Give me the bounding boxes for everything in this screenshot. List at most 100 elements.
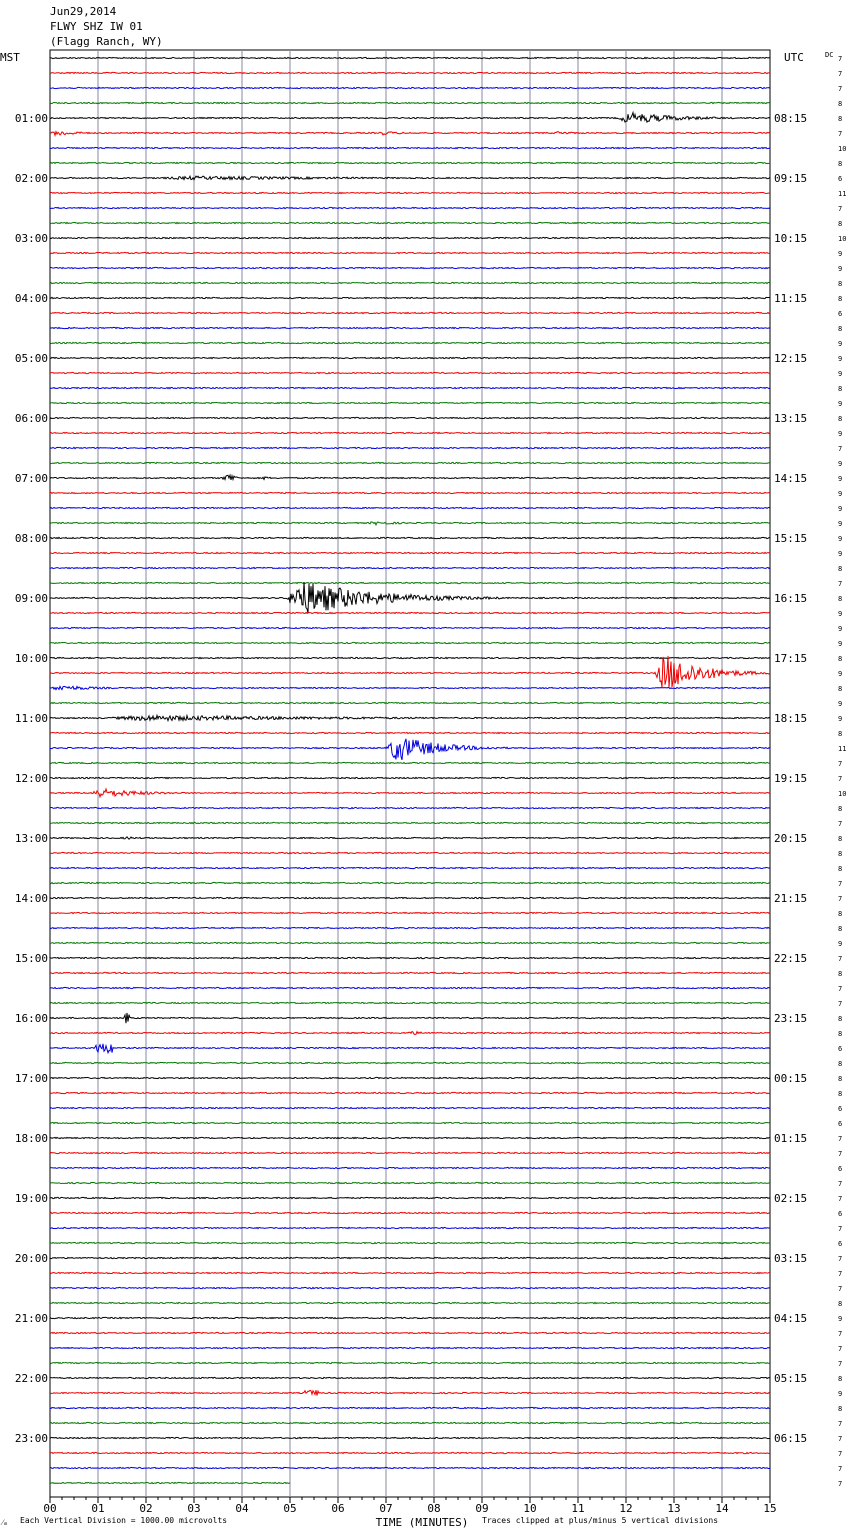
seismic-trace (49, 1106, 771, 1110)
seismic-trace (49, 161, 770, 165)
dc-offset-label: 9 (838, 430, 842, 438)
dc-offset-label: 9 (838, 355, 842, 363)
dc-offset-label: 8 (838, 805, 842, 813)
hour-label-mst: 14:00 (15, 892, 48, 905)
dc-offset-label: 7 (838, 1420, 842, 1428)
hour-label-utc: 18:15 (774, 712, 807, 725)
hour-label-utc: 06:15 (774, 1432, 807, 1445)
utc-label: UTC (784, 51, 804, 64)
hour-label-mst: 01:00 (15, 112, 48, 125)
dc-offset-label: 6 (838, 1120, 842, 1128)
chart-location: (Flagg Ranch, WY) (50, 35, 163, 48)
dc-offset-label: 7 (838, 1135, 842, 1143)
seismic-trace (49, 713, 771, 723)
dc-offset-label: 8 (838, 1060, 842, 1068)
dc-offset-label: 8 (838, 910, 842, 918)
seismic-trace (49, 1406, 771, 1410)
seismic-trace (49, 1166, 771, 1170)
dc-offset-label: 8 (838, 415, 842, 423)
dc-offset-label: 10 (838, 235, 846, 243)
hour-label-mst: 02:00 (15, 172, 48, 185)
seismic-trace (49, 776, 771, 780)
dc-offset-label: 7 (838, 1435, 842, 1443)
hour-label-utc: 02:15 (774, 1192, 807, 1205)
dc-offset-label: 7 (838, 775, 842, 783)
x-tick-label: 06 (331, 1502, 344, 1515)
dc-offset-label: 9 (838, 715, 842, 723)
hour-label-utc: 12:15 (774, 352, 807, 365)
hour-label-utc: 16:15 (774, 592, 807, 605)
hour-label-utc: 00:15 (774, 1072, 807, 1085)
dc-offset-label: 7 (838, 130, 842, 138)
dc-offset-label: 9 (838, 610, 842, 618)
dc-offset-label: 6 (838, 175, 842, 183)
dc-offset-label: 9 (838, 550, 842, 558)
hour-label-mst: 23:00 (15, 1432, 48, 1445)
x-tick-label: 04 (235, 1502, 249, 1515)
seismic-trace (49, 1466, 771, 1470)
dc-offset-label: 8 (838, 1030, 842, 1038)
hour-label-mst: 08:00 (15, 532, 48, 545)
seismic-trace (49, 685, 771, 691)
dc-offset-label: 7 (838, 1225, 842, 1233)
seismic-trace (49, 821, 771, 825)
hour-label-utc: 17:15 (774, 652, 807, 665)
seismic-trace (49, 71, 771, 75)
hour-label-mst: 19:00 (15, 1192, 48, 1205)
dc-offset-label: 7 (838, 895, 842, 903)
seismic-trace (49, 1331, 770, 1335)
x-tick-label: 08 (427, 1502, 440, 1515)
seismic-trace (49, 787, 771, 799)
dc-offset-label: 8 (838, 850, 842, 858)
seismic-trace (49, 896, 771, 900)
seismic-trace (49, 236, 771, 240)
x-tick-label: 02 (139, 1502, 152, 1515)
seismic-trace (49, 581, 771, 614)
seismic-trace (49, 1316, 771, 1320)
seismic-trace (49, 251, 771, 255)
hour-label-mst: 13:00 (15, 832, 48, 845)
plot-frame (49, 49, 771, 1498)
dc-offset-label: 8 (838, 865, 842, 873)
seismic-trace (49, 506, 771, 510)
dc-offset-label: 8 (838, 325, 842, 333)
dc-offset-label: 11 (838, 745, 846, 753)
seismic-trace (49, 1136, 771, 1140)
hour-label-utc: 21:15 (774, 892, 807, 905)
dc-offset-label: 8 (838, 385, 842, 393)
seismic-trace (49, 386, 771, 390)
seismic-trace (49, 101, 771, 105)
dc-offset-label: 7 (838, 760, 842, 768)
dc-offset-label: 8 (838, 685, 842, 693)
dc-offset-label: 7 (838, 1450, 842, 1458)
dc-offset-label: 9 (838, 535, 842, 543)
dc-offset-label: 7 (838, 1330, 842, 1338)
seismic-trace (49, 971, 771, 975)
x-tick-label: 00 (43, 1502, 56, 1515)
seismic-trace (49, 566, 771, 570)
seismic-trace (49, 655, 771, 688)
hour-label-mst: 18:00 (15, 1132, 48, 1145)
dc-offset-label: 8 (838, 655, 842, 663)
hour-label-utc: 11:15 (774, 292, 807, 305)
dc-offset-label: 8 (838, 1405, 842, 1413)
dc-offset-label: 9 (838, 400, 842, 408)
seismic-trace (49, 1211, 771, 1215)
dc-offset-label: 8 (838, 1090, 842, 1098)
seismic-trace (49, 446, 771, 450)
dc-offset-label: 9 (838, 700, 842, 708)
seismic-trace (49, 521, 771, 527)
hour-label-mst: 04:00 (15, 292, 48, 305)
seismic-trace (49, 581, 771, 585)
dc-offset-label: 9 (838, 340, 842, 348)
mst-label: MST (0, 51, 20, 64)
chart-date: Jun29,2014 (50, 5, 117, 18)
seismic-trace (49, 836, 771, 840)
seismic-trace (49, 941, 771, 945)
dc-offset-label: 7 (838, 1255, 842, 1263)
seismic-trace (49, 926, 771, 930)
dc-offset-label: 9 (838, 250, 842, 258)
dc-offset-label: 7 (838, 580, 842, 588)
seismic-trace (49, 491, 771, 495)
